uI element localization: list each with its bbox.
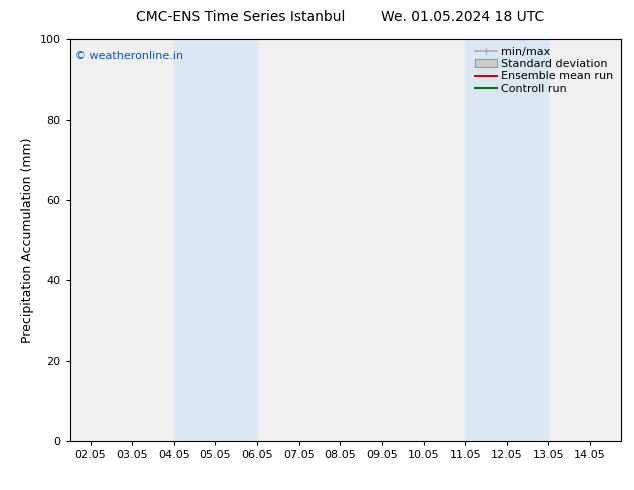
Bar [465, 39, 548, 441]
Y-axis label: Precipitation Accumulation (mm): Precipitation Accumulation (mm) [21, 137, 34, 343]
Legend: min/max, Standard deviation, Ensemble mean run, Controll run: min/max, Standard deviation, Ensemble me… [472, 45, 616, 96]
Text: © weatheronline.in: © weatheronline.in [75, 51, 183, 61]
Text: We. 01.05.2024 18 UTC: We. 01.05.2024 18 UTC [381, 10, 545, 24]
Text: CMC-ENS Time Series Istanbul: CMC-ENS Time Series Istanbul [136, 10, 346, 24]
Bar [174, 39, 257, 441]
